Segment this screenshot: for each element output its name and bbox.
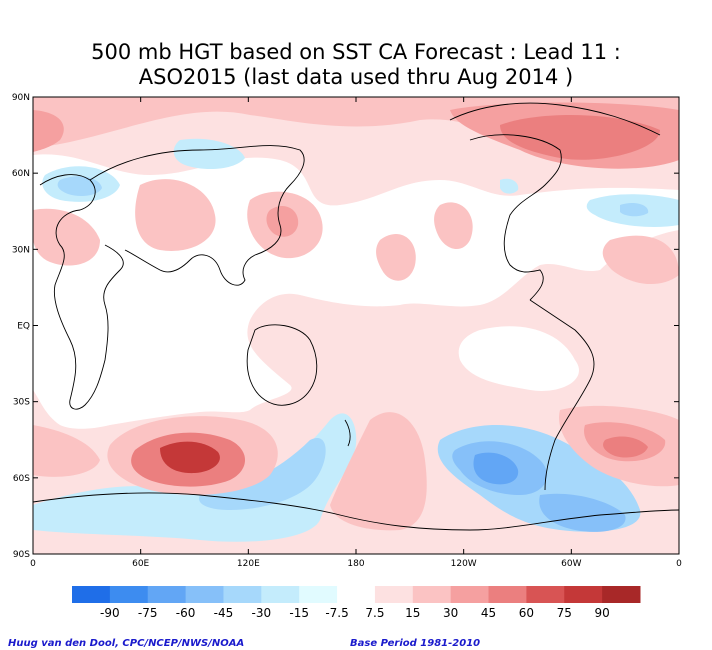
north-high-core: [500, 114, 660, 160]
colorbar-swatch: [374, 586, 414, 603]
colorbar-label: -7.5: [325, 606, 348, 620]
colorbar-swatch: [412, 586, 452, 603]
colorbar-swatch: [223, 586, 262, 603]
lat-label: 30N: [12, 245, 30, 255]
colorbar-swatch: [185, 586, 224, 603]
colorbar-label: 30: [443, 606, 458, 620]
colorbar-label: 15: [405, 606, 420, 620]
latitude-axis: 90N 60N 30N EQ 30S 60S 90S: [12, 93, 679, 560]
lon-label: 0: [676, 559, 682, 569]
lat-label: 60S: [13, 474, 30, 484]
colorbar: -90 -75 -60 -45 -30 -15 -7.5 7.5 15 30 45 60 75 90: [72, 586, 641, 620]
colorbar-label: 75: [557, 606, 572, 620]
coastline-africa-europe: [39, 174, 124, 410]
coastlines: [33, 102, 679, 531]
colorbar-swatch: [526, 586, 565, 603]
south-pacific-negative-core: [473, 452, 519, 485]
colorbar-swatch: [488, 586, 527, 603]
africa-positive-anomaly: [33, 208, 100, 266]
coastline-antarctica: [33, 492, 679, 531]
south-pacific-positive-tongue: [330, 412, 427, 531]
north-atlantic-negative-core: [620, 202, 649, 217]
japan-high-core: [266, 205, 299, 237]
longitude-axis: 0 60E 120E 180 120W 60W 0: [30, 97, 682, 569]
lat-label: 60N: [12, 169, 30, 179]
colorbar-swatch: [261, 586, 300, 603]
lon-label: 0: [30, 559, 36, 569]
coastline-north-america: [469, 134, 562, 301]
colorbar-label: 90: [594, 606, 609, 620]
lon-label: 60W: [561, 559, 581, 569]
map-title-line-2: ASO2015 (last data used thru Aug 2014 ): [138, 65, 574, 89]
map-title-line-1: 500 mb HGT based on SST CA Forecast : Le…: [91, 40, 621, 64]
lon-label: 60E: [132, 559, 149, 569]
pacific-positive-anomaly: [376, 234, 416, 281]
lat-label: EQ: [17, 322, 30, 332]
colorbar-swatch: [602, 586, 641, 603]
colorbar-label: -45: [214, 606, 234, 620]
colorbar-label: -60: [176, 606, 196, 620]
asia-positive-anomaly: [135, 179, 216, 251]
near-zero-region-south-america: [458, 326, 579, 391]
lat-label: 30S: [13, 398, 30, 408]
colorbar-label: 7.5: [365, 606, 384, 620]
author-credit: Huug van den Dool, CPC/NCEP/NWS/NOAA: [8, 638, 245, 649]
south-atlantic-positive-core: [603, 436, 648, 458]
colorbar-label: 45: [481, 606, 496, 620]
south-indian-negative-band: [33, 413, 357, 542]
colorbar-label: 60: [519, 606, 534, 620]
europe-high: [33, 110, 64, 152]
anomaly-field: [33, 97, 679, 554]
colorbar-label: -90: [100, 606, 120, 620]
colorbar-swatch: [564, 586, 603, 603]
lon-label: 120E: [237, 559, 260, 569]
colorbar-label: -75: [138, 606, 158, 620]
atlantic-positive-anomaly: [602, 235, 679, 285]
coastline-greenland: [449, 102, 661, 136]
lon-label: 120W: [451, 559, 477, 569]
drake-passage-negative: [539, 493, 626, 532]
coastline-asia: [89, 145, 305, 286]
south-indian-negative-core: [199, 438, 326, 510]
north-america-positive-anomaly: [434, 202, 473, 250]
colorbar-label: -15: [289, 606, 309, 620]
lon-label: 180: [347, 559, 364, 569]
colorbar-swatch: [72, 586, 111, 603]
colorbar-swatch: [147, 586, 187, 603]
coastline-south-america: [529, 299, 595, 491]
canada-negative-spot: [500, 178, 519, 194]
coastline-australia: [246, 324, 318, 406]
colorbar-swatch: [337, 586, 376, 603]
base-period-note: Base Period 1981-2010: [350, 638, 481, 649]
colorbar-swatch: [450, 586, 490, 603]
colorbar-swatch: [299, 586, 338, 603]
colorbar-label: -30: [252, 606, 272, 620]
south-africa-positive-anomaly: [33, 425, 100, 477]
south-indian-positive-core: [160, 441, 220, 474]
colorbar-swatch: [109, 586, 149, 603]
coastline-new-zealand: [344, 419, 351, 447]
lat-label: 90N: [12, 93, 30, 103]
lat-label: 90S: [13, 550, 30, 560]
siberia-negative-anomaly: [173, 138, 245, 170]
